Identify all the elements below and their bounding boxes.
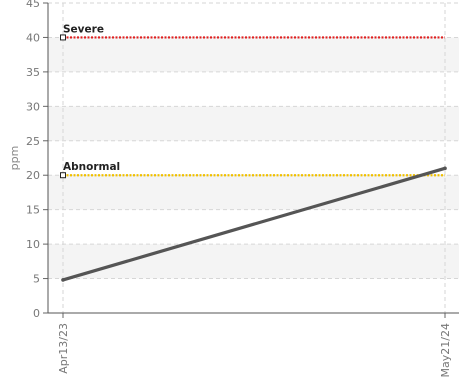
x-tick-label: Apr13/23 [57, 323, 70, 374]
y-tick-label: 35 [26, 66, 40, 79]
y-tick-label: 15 [26, 204, 40, 217]
background-band [48, 37, 459, 72]
data-point [61, 278, 65, 282]
x-tick-label: May21/24 [439, 323, 452, 377]
y-tick-label: 40 [26, 31, 40, 44]
threshold-marker [60, 172, 66, 179]
background-band [48, 244, 459, 279]
y-tick-label: 20 [26, 169, 40, 182]
background-band [48, 106, 459, 141]
background-bands [48, 37, 459, 279]
data-point [443, 166, 447, 171]
data-series [61, 166, 447, 282]
threshold-label: Severe [63, 23, 104, 35]
threshold-marker [60, 34, 66, 41]
y-tick-label: 0 [33, 307, 40, 320]
background-band [48, 175, 459, 210]
axes: 0 5 10 15 20 25 30 35 40 45 Apr13/23 May21/24 [26, 0, 459, 377]
threshold-lines: Severe Abnormal [60, 23, 445, 179]
y-tick-label: 25 [26, 135, 40, 148]
series-line [61, 166, 447, 282]
threshold-label: Abnormal [63, 161, 120, 173]
y-tick-label: 10 [26, 238, 40, 251]
y-tick-label: 5 [33, 273, 40, 286]
y-tick-label: 45 [26, 0, 40, 10]
y-axis-title: ppm [8, 146, 21, 171]
y-tick-label: 30 [26, 100, 40, 113]
